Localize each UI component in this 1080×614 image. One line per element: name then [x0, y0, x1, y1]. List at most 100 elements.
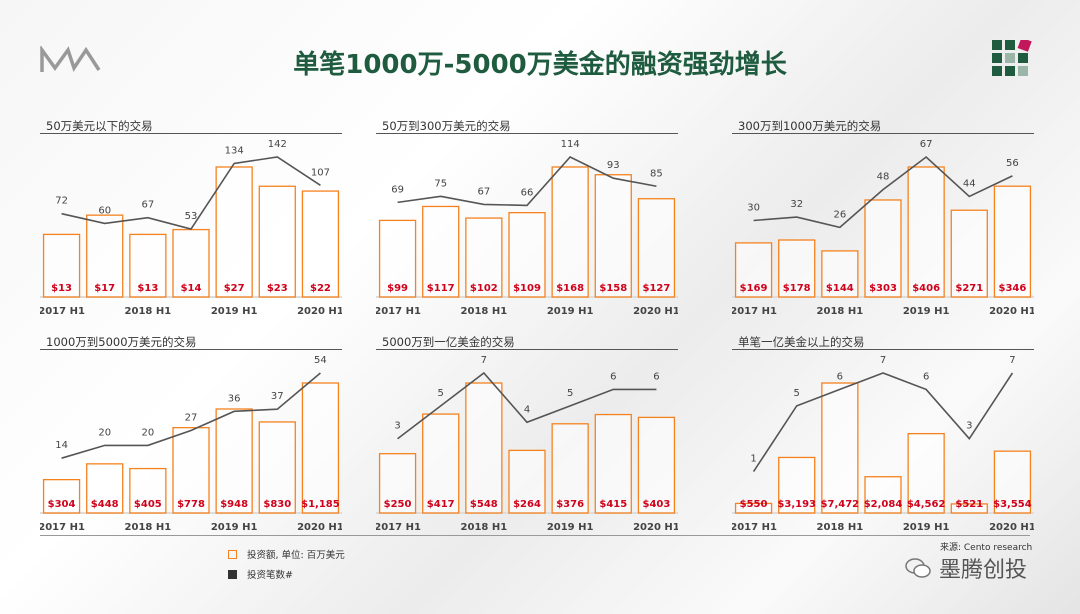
count-label: 66	[521, 187, 534, 198]
amount-label: $303	[869, 283, 897, 294]
bar	[422, 205, 460, 298]
x-tick-label: 2018 H1	[461, 306, 508, 317]
count-line	[753, 155, 1013, 229]
bar	[821, 250, 859, 298]
bar	[734, 242, 773, 298]
count-label: 37	[271, 391, 284, 402]
x-tick-label: 2017 H1	[376, 306, 421, 317]
bar	[258, 421, 296, 514]
bar	[86, 463, 124, 514]
bar	[864, 476, 902, 514]
amount-label: $548	[470, 499, 498, 510]
bar	[864, 199, 902, 298]
count-label: 36	[228, 393, 241, 404]
amount-label: $2,084	[864, 499, 903, 510]
bar	[215, 166, 253, 298]
bar	[172, 228, 210, 298]
wechat-icon	[905, 558, 931, 578]
chart-title: 300万到1000万美元的交易	[732, 118, 1034, 134]
amount-label: $109	[513, 283, 541, 294]
amount-label: $3,193	[777, 499, 816, 510]
x-tick-label: 2018 H1	[461, 522, 508, 533]
bar	[465, 382, 503, 514]
count-label: 3	[394, 421, 400, 432]
count-label: 134	[225, 145, 244, 156]
count-line	[61, 156, 321, 230]
chart-title: 50万到300万美元的交易	[376, 118, 678, 134]
amount-label: $521	[955, 499, 983, 510]
amount-label: $7,472	[821, 499, 860, 510]
count-label: 6	[837, 371, 843, 382]
count-line	[61, 372, 321, 459]
chart-6: $550 2017 H1 $3,193 $7,472 2018 H1 $2,084 $4,5…	[732, 355, 1034, 533]
count-label: 14	[55, 440, 68, 451]
line-legend-swatch	[228, 569, 237, 579]
watermark-text: 墨腾创投	[939, 558, 1028, 583]
chart-1: $13 2017 H1 $17 $13 2018 H1 $14 $27 2019 H1 $23 $…	[40, 139, 342, 317]
bar	[734, 502, 773, 514]
amount-label: $117	[427, 283, 455, 294]
amount-label: $13	[137, 283, 158, 294]
count-label: 20	[98, 427, 111, 438]
bar	[821, 382, 859, 514]
count-label: 75	[434, 178, 447, 189]
bar	[129, 233, 167, 298]
bar	[172, 426, 210, 514]
bar	[42, 478, 81, 514]
count-label: 60	[98, 205, 111, 216]
amount-label: $1,185	[301, 499, 340, 510]
x-tick-label: 2018 H1	[125, 522, 172, 533]
count-line	[752, 372, 1014, 473]
amount-label: $264	[513, 499, 541, 510]
bar	[301, 190, 340, 298]
amount-label: $376	[556, 499, 584, 510]
amount-label: $4,562	[907, 499, 946, 510]
amount-label: $405	[134, 499, 162, 510]
count-label: 7	[880, 355, 886, 366]
chart-title: 1000万到5000万美元的交易	[40, 334, 342, 350]
amount-label: $168	[556, 283, 584, 294]
amount-label: $3,554	[993, 499, 1032, 510]
amount-label: $127	[643, 283, 671, 294]
count-label: 53	[185, 211, 198, 222]
bar	[594, 174, 632, 298]
bar	[129, 467, 167, 514]
amount-label: $178	[783, 283, 811, 294]
chart-5: $250 2017 H1 $417 $548 2018 H1 $264 $376 2019 H…	[376, 355, 678, 533]
amount-label: $250	[384, 499, 412, 510]
chart-title: 单笔一亿美金以上的交易	[732, 334, 1034, 350]
amount-label: $830	[263, 499, 291, 510]
count-label: 26	[833, 209, 846, 220]
x-tick-label: 2019 H1	[903, 522, 950, 533]
amount-label: $13	[51, 283, 72, 294]
amount-label: $346	[999, 283, 1027, 294]
count-line	[397, 156, 657, 207]
count-label: 85	[650, 168, 663, 179]
chart-panel-6: 单笔一亿美金以上的交易 $550 2017 H1 $3,193 $7,472 2018 H…	[732, 334, 1034, 535]
bar	[508, 449, 546, 514]
x-tick-label: 2020 H1	[633, 522, 678, 533]
x-tick-label: 2019 H1	[903, 306, 950, 317]
count-label: 48	[877, 172, 890, 183]
amount-label: $271	[955, 283, 983, 294]
bar	[594, 413, 632, 514]
count-label: 5	[567, 388, 573, 399]
amount-label: $169	[740, 283, 768, 294]
x-tick-label: 2017 H1	[40, 522, 85, 533]
count-label: 54	[314, 355, 327, 366]
mw-logo	[40, 44, 102, 78]
count-label: 142	[268, 139, 287, 150]
chart-3: $169 2017 H1 $178 $144 2018 H1 $303 $406 2019 H…	[732, 139, 1034, 317]
legend-line-label: 投资笔数#	[247, 570, 293, 581]
x-tick-label: 2020 H1	[297, 522, 342, 533]
x-tick-label: 2018 H1	[125, 306, 172, 317]
count-label: 6	[923, 371, 929, 382]
count-label: 30	[747, 203, 760, 214]
amount-label: $14	[181, 283, 202, 294]
count-label: 32	[790, 199, 803, 210]
amount-label: $102	[470, 283, 498, 294]
bar	[551, 423, 589, 514]
legend: 投资额, 单位: 百万美元 投资笔数#	[228, 547, 345, 587]
bar	[907, 166, 945, 298]
count-label: 72	[55, 196, 68, 207]
